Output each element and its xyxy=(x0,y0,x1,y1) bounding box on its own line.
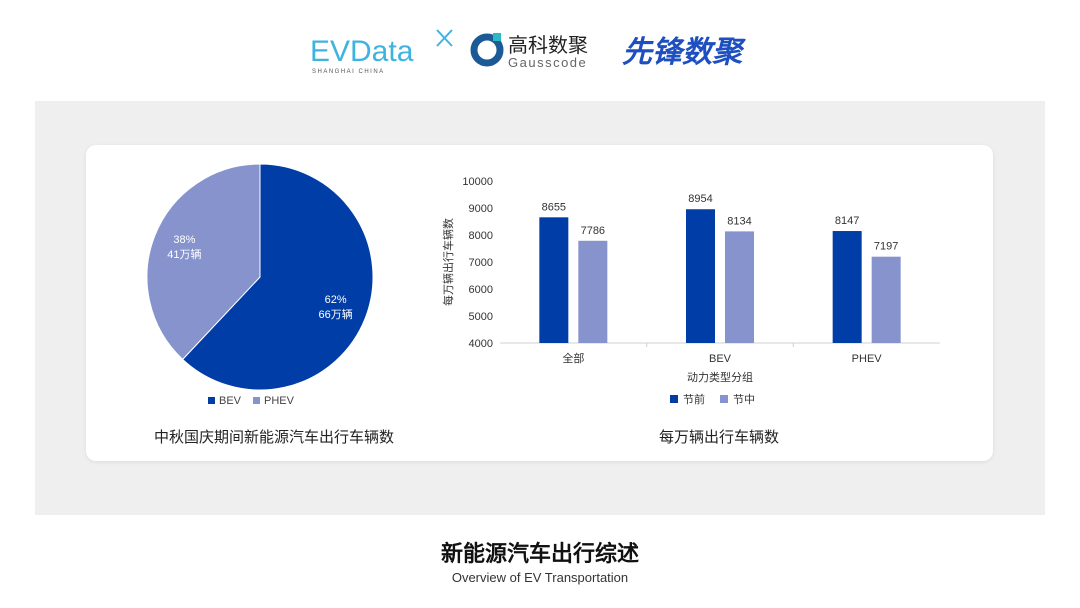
bar-chart: 4000 5000 6000 7000 8000 9000 10000 8655 7786 全部 8… xyxy=(441,176,940,446)
evdata-x-icon xyxy=(436,29,453,47)
evdata-logo: EVData SHANGHAI CHINA xyxy=(310,29,453,75)
gausscode-logo: 高科数聚 Gausscode xyxy=(470,33,588,70)
gausscode-cn: 高科数聚 xyxy=(508,34,588,57)
x-tick-label: PHEV xyxy=(852,353,883,365)
bar-chart-title: 每万辆出行车辆数 xyxy=(659,429,779,446)
pie-pct-label: 62% xyxy=(325,294,347,306)
evdata-logo-sub: SHANGHAI CHINA xyxy=(312,69,385,75)
bar-value-label: 8954 xyxy=(688,193,712,205)
bar-全部-节前 xyxy=(539,217,569,343)
y-tick-label: 4000 xyxy=(469,338,493,350)
y-axis-label: 每万辆出行车辆数 xyxy=(441,218,455,306)
bar-PHEV-节中 xyxy=(871,256,901,343)
legend-swatch xyxy=(720,395,728,403)
logo-bar: EVData SHANGHAI CHINA 高科数聚 Gausscode 先锋数… xyxy=(0,0,1080,90)
bar-全部-节中 xyxy=(578,240,608,343)
bar-BEV-节中 xyxy=(725,231,754,343)
bar-value-label: 8655 xyxy=(542,201,566,213)
y-tick-label: 8000 xyxy=(469,230,493,242)
y-tick-label: 6000 xyxy=(469,284,493,296)
gausscode-mark-icon xyxy=(470,33,504,67)
y-tick-label: 9000 xyxy=(469,203,493,215)
y-tick-label: 10000 xyxy=(462,176,493,188)
bar-BEV-节前 xyxy=(686,209,715,343)
legend-label: 节前 xyxy=(683,392,705,406)
legend-label: PHEV xyxy=(264,395,295,407)
pie-slice-phev xyxy=(146,163,261,361)
page-title: 新能源汽车出行综述 xyxy=(440,541,639,566)
pie-pct-label: 38% xyxy=(173,234,195,246)
x-tick-label: 全部 xyxy=(562,351,584,365)
bar-value-label: 8147 xyxy=(835,215,859,227)
legend-label: 节中 xyxy=(733,393,755,406)
bar-value-label: 8134 xyxy=(727,215,751,227)
x-axis-label: 动力类型分组 xyxy=(687,370,753,384)
page-subtitle: Overview of EV Transportation xyxy=(451,570,629,585)
legend-swatch xyxy=(253,397,260,404)
pie-slice-bev xyxy=(181,163,374,391)
xianfeng-logo: 先锋数聚 xyxy=(622,36,746,69)
legend-swatch xyxy=(208,397,215,404)
legend-swatch xyxy=(670,395,678,403)
x-tick-label: BEV xyxy=(709,353,732,365)
gausscode-en: Gausscode xyxy=(508,55,587,70)
bar-PHEV-节前 xyxy=(832,231,862,343)
bar-value-label: 7786 xyxy=(581,225,605,237)
pie-value-label: 41万辆 xyxy=(167,247,201,261)
pie-chart: 62%66万辆 BEV 38%41万辆 PHEV 中秋国庆期间新能源汽车出行车辆数 xyxy=(146,163,394,446)
bar-value-label: 7197 xyxy=(874,241,898,253)
legend-label: BEV xyxy=(219,395,242,407)
evdata-logo-text: EVData xyxy=(310,35,414,68)
y-tick-label: 5000 xyxy=(469,311,493,323)
y-tick-label: 7000 xyxy=(469,257,493,269)
pie-value-label: 66万辆 xyxy=(319,307,353,321)
pie-chart-title: 中秋国庆期间新能源汽车出行车辆数 xyxy=(154,429,394,446)
